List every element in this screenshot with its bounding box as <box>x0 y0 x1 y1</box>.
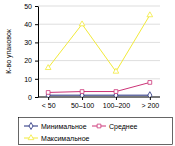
y-tick-mark <box>35 97 38 98</box>
series-line <box>48 82 150 92</box>
x-tick: 50–100 <box>71 97 94 109</box>
series-marker <box>80 90 84 94</box>
y-axis-title: К-во упаковок <box>5 28 13 74</box>
y-tick-mark <box>35 6 38 7</box>
y-tick-label: 0 <box>28 94 32 101</box>
legend-label: Максимальное <box>41 135 90 142</box>
legend-label: Минимальное <box>41 123 87 130</box>
series-marker <box>147 12 153 17</box>
y-tick: 50 <box>24 3 38 10</box>
y-tick: 40 <box>24 21 38 28</box>
grid-line <box>38 78 160 79</box>
x-tick: < 50 <box>42 97 56 109</box>
y-tick-mark <box>35 61 38 62</box>
legend-label: Среднее <box>109 123 138 131</box>
x-tick: 100–200 <box>103 97 130 109</box>
series-marker <box>113 68 119 73</box>
grid-line <box>38 24 160 25</box>
chart: 0 10 20 30 40 50 < 50 50–100 100–200 > 200 К-во уп… <box>0 0 175 146</box>
y-tick-mark <box>35 42 38 43</box>
legend-item: Минимальное <box>24 123 87 130</box>
y-tick: 10 <box>24 76 38 83</box>
x-tick-mark <box>116 97 117 100</box>
x-tick-label: 100–200 <box>103 102 130 109</box>
legend: Минимальное Среднее Максимальное <box>19 118 173 145</box>
series-line <box>48 15 150 71</box>
y-tick-label: 20 <box>24 57 32 64</box>
x-tick-mark <box>150 97 151 100</box>
grid-line <box>38 42 160 43</box>
series-line <box>48 95 150 96</box>
y-tick-label: 30 <box>24 39 32 46</box>
y-axis-line <box>38 7 39 98</box>
series-marker <box>114 90 118 94</box>
legend-marker <box>97 124 101 128</box>
y-tick-mark <box>35 79 38 80</box>
legend-item: Среднее <box>92 123 138 131</box>
y-tick: 20 <box>24 57 38 64</box>
y-tick-label: 10 <box>24 76 32 83</box>
y-tick-label: 40 <box>24 21 32 28</box>
series-marker <box>148 81 152 85</box>
x-tick-mark <box>82 97 83 100</box>
legend-marker <box>28 135 34 140</box>
grid-line <box>38 6 160 7</box>
legend-marker <box>29 123 33 130</box>
legend-item: Максимальное <box>24 135 90 142</box>
x-tick-label: 50–100 <box>71 102 94 109</box>
grid-line <box>38 60 160 61</box>
x-axis-line <box>38 97 160 98</box>
plot-area <box>45 12 152 97</box>
x-tick-mark <box>48 97 49 100</box>
series-marker <box>46 91 50 95</box>
legend-box <box>19 118 173 145</box>
series-marker <box>79 21 85 26</box>
series-marker <box>45 65 51 70</box>
grid <box>38 6 160 97</box>
x-tick: > 200 <box>141 97 159 109</box>
y-tick: 30 <box>24 39 38 46</box>
y-tick: 0 <box>28 94 38 101</box>
y-tick-label: 50 <box>24 3 32 10</box>
y-axis: 0 10 20 30 40 50 <box>24 3 38 101</box>
x-axis: < 50 50–100 100–200 > 200 <box>38 97 160 109</box>
x-tick-label: < 50 <box>42 102 56 109</box>
series-marker <box>148 92 152 97</box>
y-tick-mark <box>35 24 38 25</box>
x-tick-label: > 200 <box>141 102 159 109</box>
grid-line <box>38 97 160 98</box>
